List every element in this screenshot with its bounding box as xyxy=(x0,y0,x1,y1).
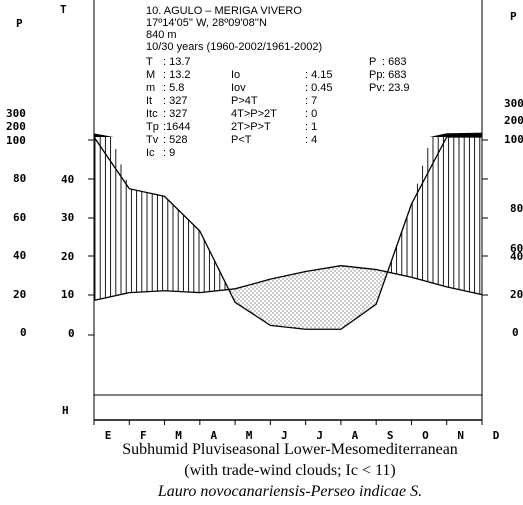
index-value: : 4 xyxy=(305,134,318,146)
caption-note: (with trade-wind clouds; Ic < 11) xyxy=(184,462,396,479)
index-key: Tp xyxy=(146,121,159,133)
index-key: P xyxy=(369,56,377,68)
t-tick-label: 0 xyxy=(68,327,75,340)
p-tick-label: 80 xyxy=(13,172,27,185)
index-key: P>4T xyxy=(231,95,258,107)
month-label: A xyxy=(211,429,218,442)
index-key: 2T>P>T xyxy=(231,121,271,133)
p-tick-label: 200 xyxy=(6,120,26,133)
p-tick-label-right: 60 xyxy=(510,242,523,255)
precipitation-line xyxy=(93,136,482,330)
p-tick-label: 100 xyxy=(6,134,26,147)
p-tick-label-right: 300 xyxy=(504,97,523,110)
index-key: P<T xyxy=(231,134,252,146)
t-axis-title: T xyxy=(60,3,67,16)
month-label: N xyxy=(457,429,464,442)
index-key: 4T>P>2T xyxy=(231,108,277,120)
p-tick-label-right: 100 xyxy=(504,133,523,146)
index-value: : 0.45 xyxy=(305,82,333,94)
index-key: M xyxy=(146,69,156,81)
t-tick-label: 20 xyxy=(61,250,75,263)
index-key: T xyxy=(146,56,153,68)
h-axis-title: H xyxy=(62,404,69,417)
dry-period-area xyxy=(229,265,388,330)
p-tick-label-right: 200 xyxy=(504,114,523,127)
index-value: : 13.7 xyxy=(163,56,191,68)
index-key: Iov xyxy=(231,82,246,94)
station-name: 10. AGULO – MERIGA VIVERO xyxy=(146,5,302,17)
caption-vegetation: Lauro novocanariensis-Perseo indicae S. xyxy=(157,483,423,500)
index-value: : 1 xyxy=(305,121,318,133)
t-tick-label: 30 xyxy=(61,211,75,224)
index-key: Pv xyxy=(369,82,382,94)
index-value: : 9 xyxy=(163,147,176,159)
station-years: 10/30 years (1960-2002/1961-2002) xyxy=(146,41,323,53)
p-tick-label-right: 40 xyxy=(510,250,523,263)
index-key: It xyxy=(146,95,153,107)
month-label: E xyxy=(105,429,112,442)
p-tick-label: 20 xyxy=(13,288,27,301)
index-key: Io xyxy=(231,69,241,81)
humid-hatching xyxy=(94,137,481,301)
index-key: Ic xyxy=(146,147,155,159)
month-label: M xyxy=(246,429,253,442)
t-tick-label: 40 xyxy=(61,173,75,186)
index-key: Tv xyxy=(146,134,159,146)
index-value: : 23.9 xyxy=(382,82,410,94)
index-value: :1644 xyxy=(163,121,191,133)
month-label: J xyxy=(281,429,288,442)
index-value: : 4.15 xyxy=(305,69,333,81)
month-label: J xyxy=(316,429,323,442)
index-value: : 528 xyxy=(163,134,188,146)
axis-ticks xyxy=(88,139,488,425)
month-label: S xyxy=(387,429,394,442)
index-key: Itc xyxy=(146,108,158,120)
index-value: : 7 xyxy=(305,95,318,107)
caption-bioclimate: Subhumid Pluviseasonal Lower-Mesomediter… xyxy=(122,441,458,458)
station-coords: 17º14'05'' W, 28º09'08''N xyxy=(146,17,267,29)
index-key: Pp xyxy=(369,69,383,81)
p-axis-title-right: P xyxy=(510,10,517,23)
index-value: : 0 xyxy=(305,108,318,120)
p-axis-title-left: P xyxy=(16,17,23,30)
station-altitude: 840 m xyxy=(146,29,177,41)
temperature-line xyxy=(93,265,483,301)
series-lines xyxy=(93,136,483,330)
p-tick-label: 0 xyxy=(20,326,27,339)
index-value: : 327 xyxy=(163,95,188,107)
p-tick-label: 300 xyxy=(6,107,26,120)
p-tick-label-right: 20 xyxy=(510,288,523,301)
t-tick-label: 10 xyxy=(61,288,75,301)
index-key: m xyxy=(146,82,156,94)
month-label: F xyxy=(140,429,147,442)
p-tick-label-right: 0 xyxy=(512,326,519,339)
index-value: : 5.8 xyxy=(163,82,185,94)
superhumid-cap xyxy=(94,133,114,137)
month-label: D xyxy=(493,429,500,442)
superhumid-cap xyxy=(430,132,482,137)
area-fills xyxy=(94,132,482,330)
index-value: : 327 xyxy=(163,108,188,120)
index-value: : 13.2 xyxy=(163,69,191,81)
p-tick-label: 40 xyxy=(13,249,27,262)
chart-frame xyxy=(93,0,483,421)
month-label: O xyxy=(422,429,429,442)
index-value: : 683 xyxy=(382,69,407,81)
month-label: M xyxy=(175,429,182,442)
p-tick-label-right: 80 xyxy=(510,202,523,215)
month-label: A xyxy=(352,429,359,442)
p-tick-label: 60 xyxy=(13,211,27,224)
index-value: : 683 xyxy=(382,56,407,68)
